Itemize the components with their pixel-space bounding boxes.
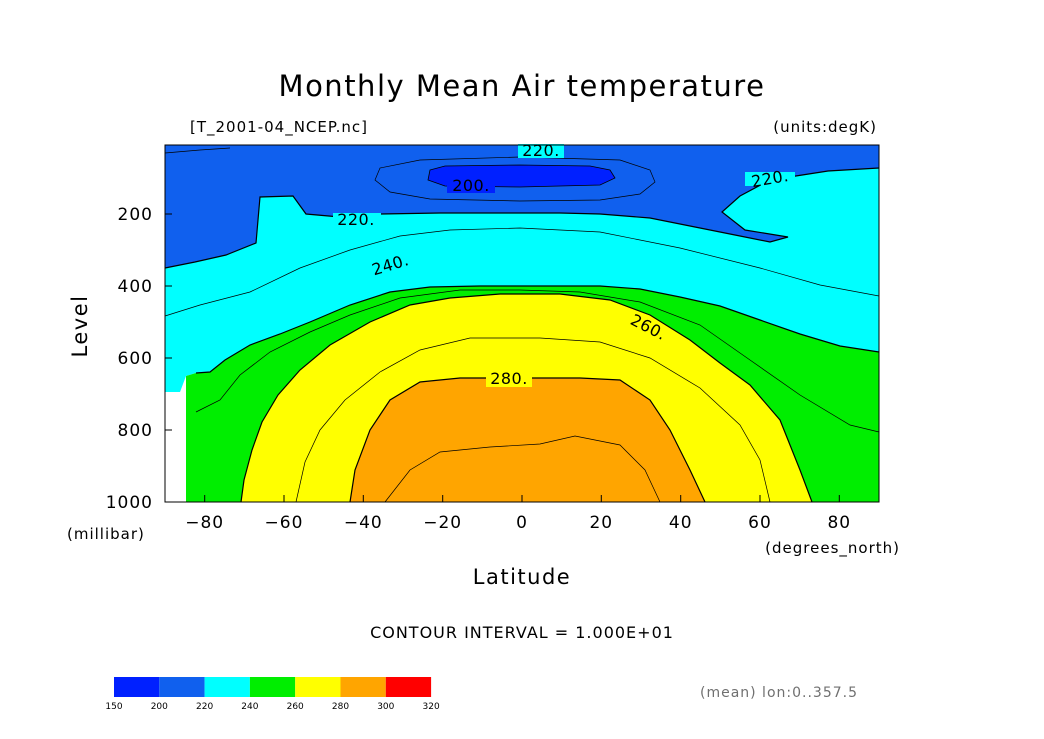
contour-label: 220.: [522, 141, 560, 160]
contour-260: [240, 293, 813, 503]
contour-240: [195, 285, 880, 374]
band-280-300: [350, 378, 705, 502]
colorbar-swatch: [114, 677, 160, 697]
contour-210-upper: [164, 147, 231, 154]
file-label: [T_2001-04_NCEP.nc]: [190, 118, 368, 137]
thin-contours: [164, 147, 880, 503]
plot-area: [164, 144, 880, 503]
x-axis-units: (degrees_north): [765, 539, 900, 558]
chart-title: Monthly Mean Air temperature: [279, 69, 766, 103]
contour-label: 280.: [490, 369, 528, 388]
colorbar-tick-label: 320: [423, 702, 440, 712]
y-tick-label: 600: [118, 349, 153, 369]
y-tick-label: 800: [118, 421, 153, 441]
contour-210: [374, 156, 656, 202]
contour-label: 220.: [337, 210, 375, 229]
colorbar-swatch: [295, 677, 341, 697]
band-260-280: [241, 294, 812, 502]
colorbar-tick-label: 300: [377, 702, 394, 712]
x-axis-label: Latitude: [473, 565, 571, 589]
colorbar-swatch: [249, 677, 296, 697]
x-tick-label: 60: [748, 513, 772, 533]
x-axis: −80 −60 −40 −20 0 20 40 60 80 (degrees_n…: [185, 495, 900, 589]
contour-290: [384, 435, 661, 503]
y-tick-label: 1000: [106, 493, 153, 513]
contour-label: 200.: [452, 176, 490, 195]
x-tick-label: 80: [827, 513, 851, 533]
units-label: (units:degK): [773, 118, 877, 136]
contour-230: [164, 227, 880, 317]
colorbar-swatch: [340, 677, 386, 697]
x-tick-marks: [204, 495, 840, 502]
x-tick-label: 20: [589, 513, 613, 533]
label-gap: [745, 172, 795, 186]
colorbar: 150 200 220 240 260 280 300 320: [105, 677, 440, 712]
colorbar-swatch: [159, 677, 205, 697]
mean-note: (mean) lon:0..357.5: [700, 685, 858, 701]
contour-250: [195, 289, 880, 433]
colorbar-tick-label: 150: [105, 702, 122, 712]
y-axis-label: Level: [68, 295, 92, 358]
band-200-220: [165, 145, 879, 268]
colorbar-tick-label: 220: [196, 702, 213, 712]
band-240-260: [186, 286, 879, 502]
x-tick-label: −40: [344, 513, 383, 533]
label-gap: [333, 213, 381, 227]
colorbar-swatch: [385, 677, 432, 697]
label-gap: [518, 144, 564, 158]
colorbar-tick-label: 280: [332, 702, 349, 712]
contour-220: [164, 167, 880, 269]
contour-270: [295, 337, 771, 503]
y-axis: 200 400 600 800 1000 Level (millibar): [67, 205, 172, 543]
colorbar-swatch: [204, 677, 250, 697]
label-gap: [447, 179, 495, 193]
colorbar-tick-label: 260: [287, 702, 304, 712]
x-tick-label: 0: [516, 513, 528, 533]
y-axis-units: (millibar): [67, 525, 145, 543]
x-tick-label: −20: [423, 513, 462, 533]
colorbar-tick-label: 200: [151, 702, 168, 712]
x-tick-label: −60: [265, 513, 304, 533]
contour-interval-text: CONTOUR INTERVAL = 1.000E+01: [370, 623, 674, 642]
y-tick-label: 200: [118, 205, 153, 225]
colorbar-tick-label: 240: [241, 702, 258, 712]
label-gaps: [333, 144, 795, 387]
label-gap: [486, 372, 532, 387]
y-tick-label: 400: [118, 277, 153, 297]
x-tick-label: 40: [669, 513, 693, 533]
x-tick-label: −80: [185, 513, 224, 533]
